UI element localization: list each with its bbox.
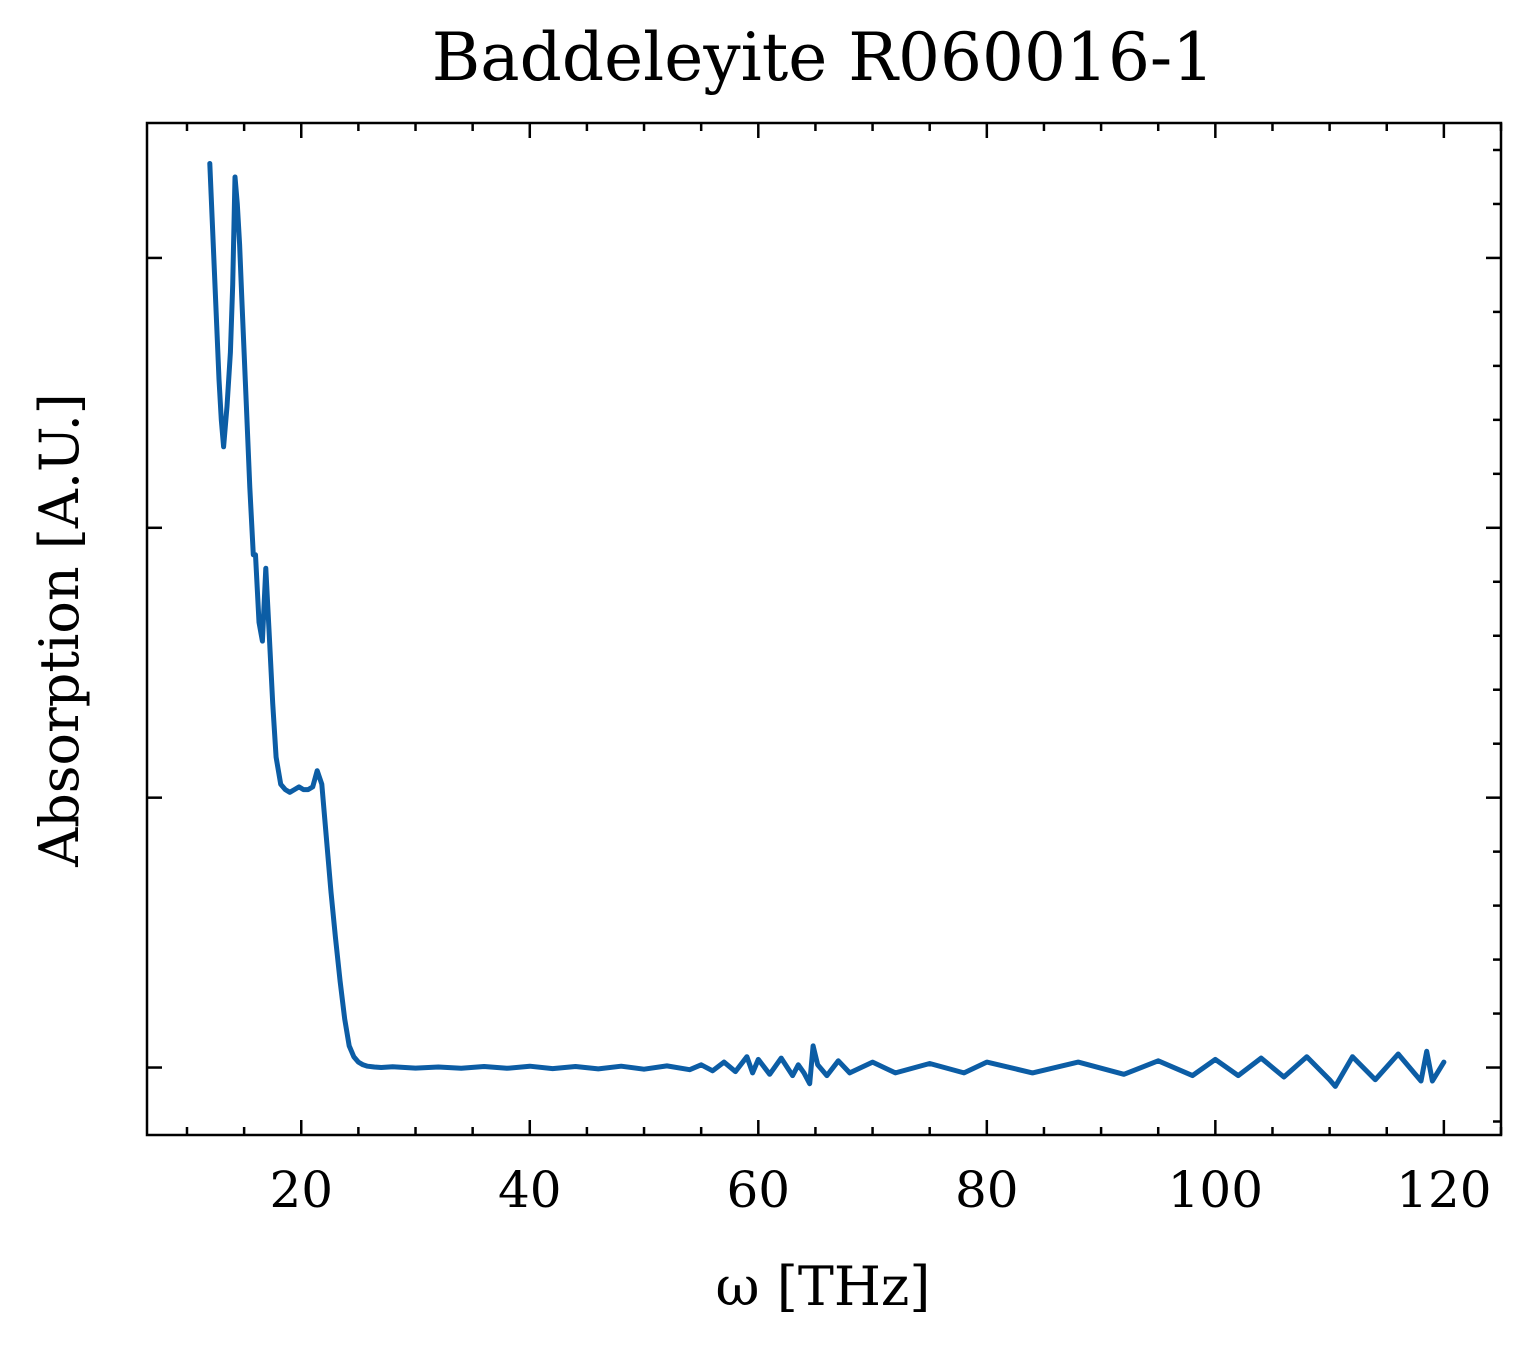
series-line bbox=[207, 161, 1447, 1089]
x-tick-label: 80 bbox=[955, 1161, 1019, 1219]
x-axis: 20 40 60 80 100 120 bbox=[185, 123, 1503, 1219]
series-group bbox=[207, 161, 1447, 1089]
y-axis-label: Absorption [A.U.] bbox=[28, 393, 91, 868]
x-axis-label: ω [THz] bbox=[716, 1255, 931, 1318]
x-tick-label: 20 bbox=[269, 1161, 333, 1219]
chart-title: Baddeleyite R060016-1 bbox=[432, 19, 1214, 96]
plot-frame bbox=[145, 121, 1503, 1137]
x-tick-label: 120 bbox=[1396, 1161, 1491, 1219]
x-tick-label: 40 bbox=[498, 1161, 562, 1219]
x-tick-label: 100 bbox=[1168, 1161, 1263, 1219]
y-axis bbox=[147, 148, 1501, 1123]
x-tick-label: 60 bbox=[726, 1161, 790, 1219]
